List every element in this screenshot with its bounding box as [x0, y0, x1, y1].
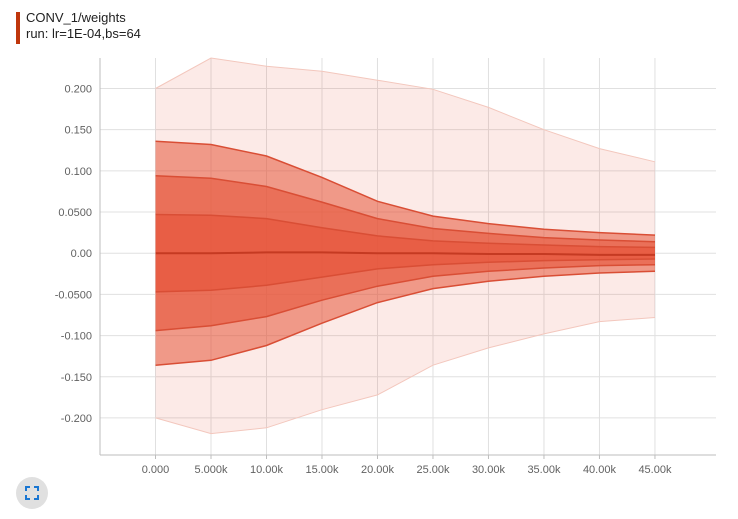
y-tick-label: 0.200: [64, 83, 92, 95]
y-tick-label: -0.150: [61, 372, 92, 384]
band-boundary-line: [155, 140, 656, 236]
median-line: [155, 251, 655, 256]
band-boundary-line: [155, 263, 656, 332]
band-boundary-line: [155, 258, 656, 293]
y-tick-label: -0.200: [61, 413, 92, 425]
x-tick-label: 20.00k: [361, 464, 395, 476]
y-tick-label: -0.0500: [55, 289, 92, 301]
y-tick-label: 0.00: [71, 248, 92, 260]
card-header: CONV_1/weights run: lr=1E-04,bs=64: [16, 10, 141, 44]
card-title: CONV_1/weights: [26, 10, 126, 25]
x-tick-label: 45.00k: [638, 464, 672, 476]
x-tick-label: 15.00k: [305, 464, 339, 476]
band-boundary-line: [155, 175, 656, 243]
run-color-bar: [16, 12, 20, 44]
x-tick-label: 5.000k: [194, 464, 228, 476]
x-tick-label: 25.00k: [416, 464, 450, 476]
x-tick-label: 40.00k: [583, 464, 617, 476]
band-boundary-line: [155, 317, 656, 435]
y-tick-label: 0.0500: [58, 207, 92, 219]
axes: 0.000 5.000k 10.00k 15.00k 20.00k 25.00k 30.00…: [55, 58, 716, 476]
distribution-bands: [155, 57, 656, 435]
x-tick-label: 10.00k: [250, 464, 284, 476]
y-tick-label: 0.150: [64, 125, 92, 137]
x-tick-label: 30.00k: [472, 464, 506, 476]
y-tick-label: 0.100: [64, 166, 92, 178]
y-tick-label: -0.100: [61, 331, 92, 343]
run-label: run: lr=1E-04,bs=64: [26, 26, 141, 41]
band-boundary-line: [155, 57, 656, 163]
fullscreen-button[interactable]: [16, 477, 48, 509]
band-boundary-line: [155, 270, 656, 366]
x-tick-label: 35.00k: [527, 464, 561, 476]
x-tick-label: 0.000: [142, 464, 170, 476]
band-boundary-line: [155, 213, 656, 249]
fullscreen-icon: [25, 486, 39, 500]
